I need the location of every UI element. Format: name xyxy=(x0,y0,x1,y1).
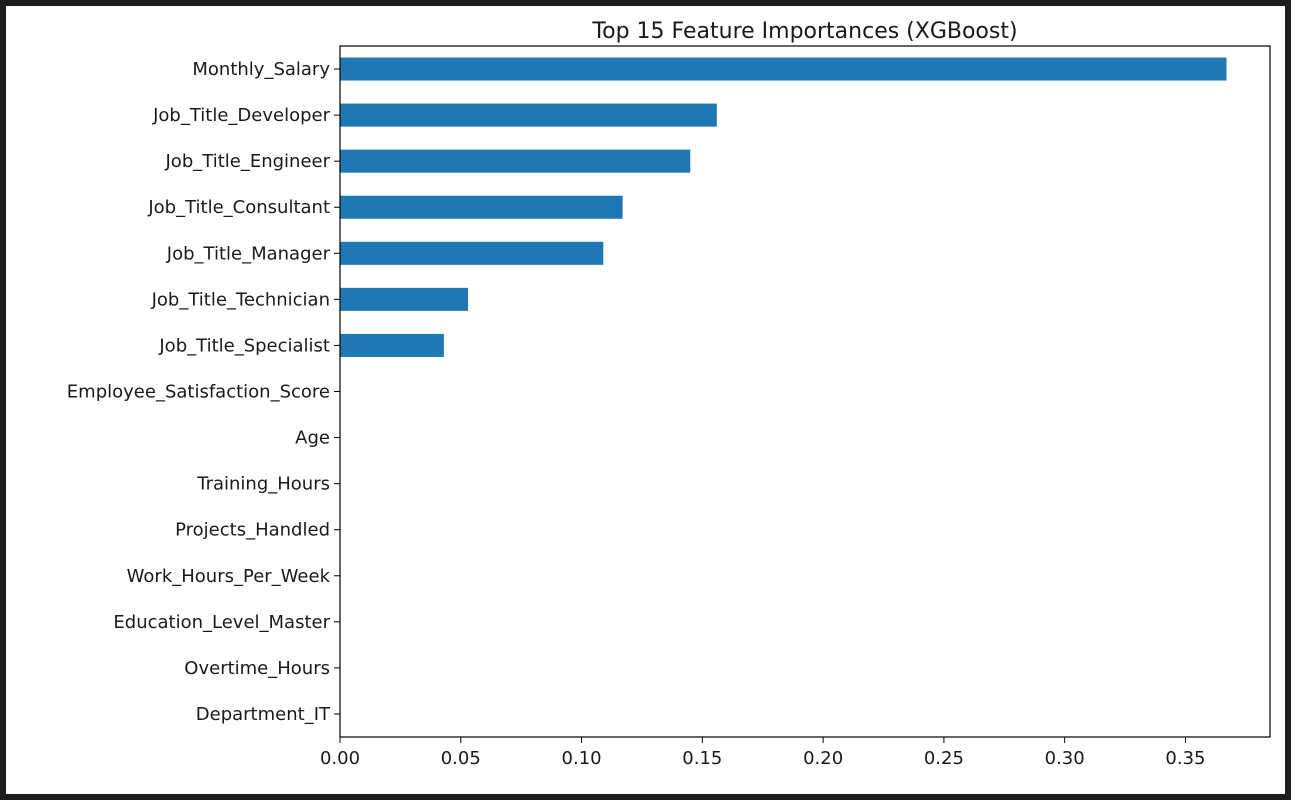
y-tick-label: Overtime_Hours xyxy=(184,658,330,679)
bar-monthly-salary xyxy=(340,57,1227,81)
bar-job-title-consultant xyxy=(340,195,623,219)
x-tick-label: 0.00 xyxy=(320,748,360,769)
y-tick-label: Job_Title_Developer xyxy=(152,105,330,126)
chart-title: Top 15 Feature Importances (XGBoost) xyxy=(591,19,1017,44)
y-tick-label: Projects_Handled xyxy=(175,520,330,541)
bars-group xyxy=(340,57,1227,357)
bar-job-title-engineer xyxy=(340,149,691,173)
chart-figure: Top 15 Feature Importances (XGBoost) Mon… xyxy=(6,6,1285,794)
x-tick-label: 0.10 xyxy=(562,748,602,769)
x-axis-ticks: 0.00 0.05 0.10 0.15 0.20 0.25 0.30 0.35 xyxy=(320,737,1205,769)
y-tick-label: Employee_Satisfaction_Score xyxy=(67,382,330,403)
plot-area-border xyxy=(339,45,1271,738)
y-axis-ticks: Monthly_Salary Job_Title_Developer Job_Tit… xyxy=(67,59,340,725)
y-tick-label: Job_Title_Specialist xyxy=(158,335,330,356)
y-tick-label: Department_IT xyxy=(196,704,331,725)
x-tick-label: 0.20 xyxy=(803,748,843,769)
y-tick-label: Job_Title_Manager xyxy=(166,243,331,264)
y-tick-label: Training_Hours xyxy=(196,474,330,495)
y-tick-label: Work_Hours_Per_Week xyxy=(127,566,331,587)
bar-job-title-specialist xyxy=(340,333,444,357)
bar-job-title-technician xyxy=(340,287,469,311)
y-tick-label: Job_Title_Engineer xyxy=(165,151,331,172)
bar-chart: Top 15 Feature Importances (XGBoost) Mon… xyxy=(67,19,1271,769)
bar-job-title-developer xyxy=(340,103,717,127)
y-tick-label: Age xyxy=(295,428,330,449)
x-tick-label: 0.05 xyxy=(441,748,481,769)
y-tick-label: Education_Level_Master xyxy=(113,612,330,633)
x-tick-label: 0.35 xyxy=(1165,748,1205,769)
y-tick-label: Job_Title_Technician xyxy=(151,289,330,310)
x-tick-label: 0.25 xyxy=(924,748,964,769)
bar-job-title-manager xyxy=(340,241,604,265)
x-tick-label: 0.15 xyxy=(682,748,722,769)
x-tick-label: 0.30 xyxy=(1045,748,1085,769)
y-tick-label: Job_Title_Consultant xyxy=(147,197,330,218)
y-tick-label: Monthly_Salary xyxy=(192,59,330,80)
